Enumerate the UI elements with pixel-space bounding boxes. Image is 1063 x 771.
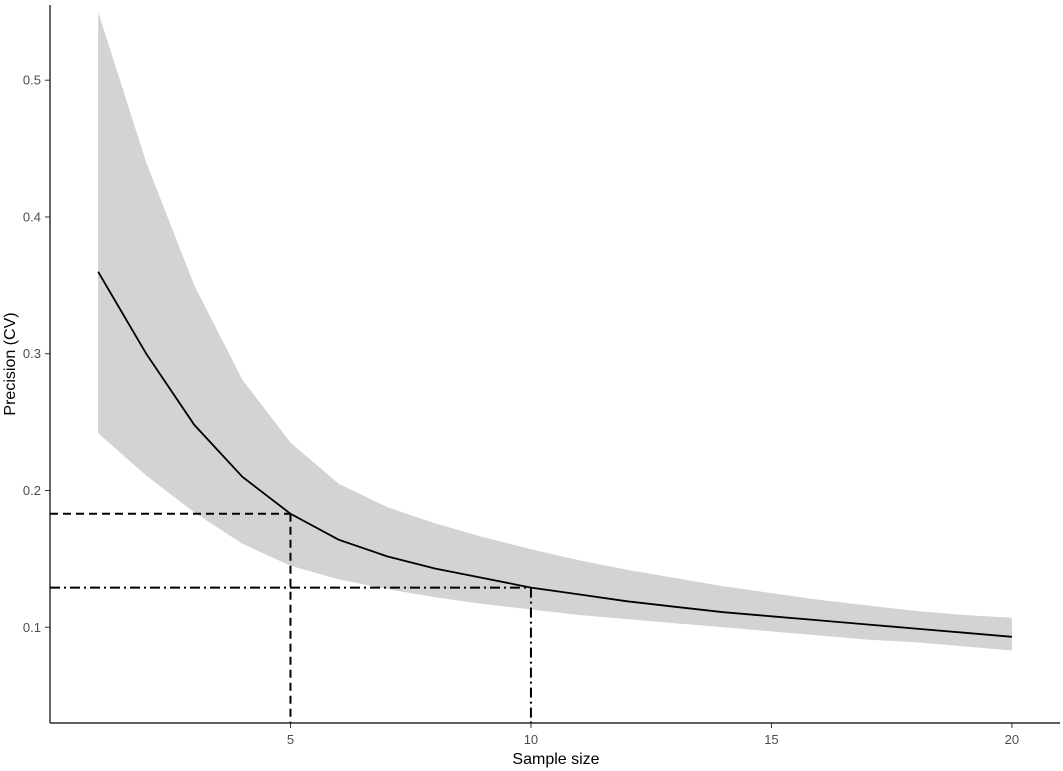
- x-tick-label: 10: [524, 732, 538, 747]
- plot-area: 5 10 15 20 0.1 0.2 0.3 0.4 0.5: [23, 5, 1060, 747]
- x-axis-title: Sample size: [512, 751, 599, 768]
- y-tick-label: 0.5: [23, 73, 41, 88]
- x-tick-label: 5: [287, 732, 294, 747]
- confidence-band: [98, 11, 1012, 651]
- y-tick-label: 0.1: [23, 620, 41, 635]
- y-tick-label: 0.2: [23, 483, 41, 498]
- y-tick-label: 0.4: [23, 209, 41, 224]
- x-tick-label: 15: [764, 732, 778, 747]
- x-tick-label: 20: [1005, 732, 1019, 747]
- y-tick-label: 0.3: [23, 346, 41, 361]
- y-axis-title: Precision (CV): [2, 312, 19, 415]
- series-line: [97, 271, 1012, 638]
